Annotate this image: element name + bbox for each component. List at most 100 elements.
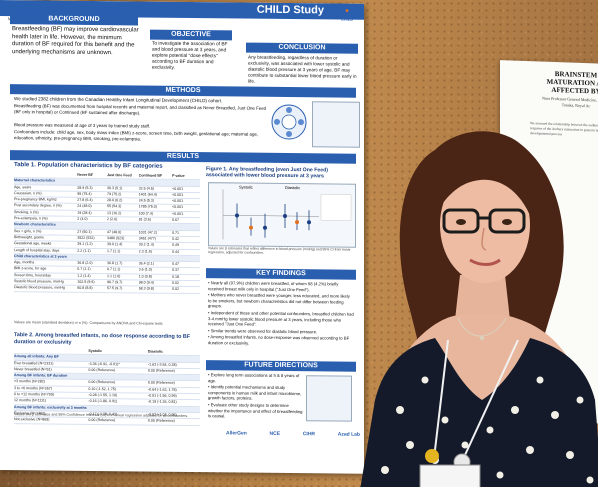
table1-cell: 0.6 (1.0) <box>138 267 152 273</box>
table1-cell: 0.37 <box>172 268 180 273</box>
table1-cell: 30.3 (5.1) <box>106 185 123 190</box>
table1-cell: Birthweight, grams <box>14 235 44 240</box>
table2-cell: -0.28 (-1.55, 1.10) <box>88 393 118 398</box>
figure1-label-systolic: Systolic <box>239 184 253 190</box>
table2-cell <box>148 406 200 412</box>
table1-cell <box>139 255 172 261</box>
table1-cell: Pre-eclampsia, n (%) <box>14 216 48 221</box>
child-logo-text: CHILD <box>340 16 354 22</box>
table2-cell <box>88 374 148 380</box>
table1-cell: 95 (75.4) <box>77 191 92 196</box>
table2-cell: -0.19 (-1.26, 0.81) <box>147 399 177 405</box>
table1-cell: 0.71 <box>172 230 180 235</box>
table1-cell: 1.2 (1.4) <box>77 273 91 278</box>
table1-cell: 0.7 (1.1) <box>77 267 91 272</box>
sponsor-logo: CIHR <box>302 431 316 438</box>
table2-cell: -1.63 (-3.54, 0.28) <box>147 362 177 367</box>
table1-cell <box>77 223 107 229</box>
table1-cell: 2.3 (1.6) <box>138 249 152 254</box>
table1-cell: Smoking, n (%) <box>14 209 39 215</box>
table1-cell: 79 (75.2) <box>106 192 122 197</box>
table1-cell: Systolic blood pressure, mmHg <box>14 279 64 284</box>
table1-cell: Newborn characteristics <box>14 222 56 227</box>
methods-bullet-bf: Breastfeeding (BF) was documented from h… <box>14 103 267 116</box>
table1-cell: 36.8 (2.0) <box>77 260 93 266</box>
table1-cell: <0.001 <box>172 211 184 216</box>
table1-cell: 1.0 (0.8) <box>138 274 152 279</box>
table2-cell: 12 months (N=1111) <box>14 398 47 403</box>
table2-cell: 6 to <12 months (N=709) <box>14 392 54 397</box>
key-finding-item: • Mothers who never breastfed were young… <box>208 292 350 309</box>
table1-cell: 32.6 (4.5) <box>138 186 154 191</box>
presenter-photo <box>360 131 598 487</box>
table1-cell: 27 (50.1) <box>77 229 92 234</box>
table1-cell: Caucasian, n (%) <box>14 191 42 196</box>
future-direction-item: • Identify potential mechanisms and stud… <box>208 384 302 402</box>
table2-cell: 0.00 (Reference) <box>88 418 116 423</box>
table1-row: Diastolic blood pressure, mmHg 60.8 (8.8)… <box>14 285 200 294</box>
table1-cell: 55 (54.3) <box>106 204 122 209</box>
key-findings-list: • Nearly all (97.9%) children were breas… <box>208 280 354 348</box>
table2-cell: 0.00 (Reference) <box>147 381 175 386</box>
table1-cell: Child characteristics at 3 years <box>14 254 67 259</box>
table1-cell: 0.67 <box>172 217 180 222</box>
table2-cell <box>88 406 148 412</box>
background-text: Breastfeeding (BF) may improve cardiovas… <box>12 26 139 56</box>
table1-cell: 36.8 (1.7) <box>106 261 123 266</box>
sponsor-logo: NCE <box>269 430 281 437</box>
table1-cell <box>139 180 172 186</box>
table1-cell: 0.7 (1.1) <box>106 267 121 272</box>
table1-cell: Screen time, hours/day <box>14 272 51 278</box>
poster-title: CHILD Study <box>256 3 324 17</box>
research-poster: CHILD Study CHILD Malcolm R. Sears, and … <box>0 0 364 474</box>
table2-cell: Ever breastfed (N=2331) <box>14 360 54 366</box>
table1-cell <box>139 224 172 230</box>
table1-cell: 47 (48.0) <box>106 229 122 234</box>
methods-bullet-confounders: Confounders include: child age, sex, bod… <box>14 129 259 142</box>
table2-cell: Among BF infants: exclusivity at 3 month… <box>14 404 87 410</box>
table1-cell: 0.18 <box>172 274 180 279</box>
table1-cell: Never BF <box>77 172 94 177</box>
table2-cell: Among all infants: Any BF <box>14 354 59 359</box>
table1-cell: Just One Feed <box>106 173 132 178</box>
table1-cell: 57.5 (9.7) <box>106 286 123 291</box>
table1-cell: 0.02 <box>172 280 180 285</box>
table1-note: Values are mean (standard deviation) or … <box>14 320 164 326</box>
table1: Never BF Just One Feed Continued BF P value… <box>14 172 200 294</box>
table1-cell: Continued BF <box>138 173 163 178</box>
table1-cell: BMI z-score, for age <box>14 266 47 271</box>
table1-cell <box>172 256 200 262</box>
table1-cell: 2.2 (1.1) <box>77 248 91 253</box>
table1-cell: <0.001 <box>172 198 184 204</box>
table2-cell: 0.00 (Reference) <box>88 380 116 385</box>
table2-cell <box>88 355 148 361</box>
table1-cell: <0.001 <box>172 192 184 197</box>
table1-title: Table 1. Population characteristics by B… <box>14 162 163 170</box>
table1-cell: 28.0 (6.2) <box>106 198 123 203</box>
table1-cell <box>14 172 77 178</box>
table1-cell: 81 (3.6) <box>138 217 151 222</box>
table1-cell: 39.0 (1.4) <box>106 242 123 247</box>
table2-cell: <3 months (N=282) <box>14 379 45 384</box>
table1-cell: Sex = girls, n (%) <box>14 228 42 234</box>
table1-cell: Diastolic blood pressure, mmHg <box>14 285 65 291</box>
table1-cell: Age, months <box>14 260 35 265</box>
table2-cell <box>148 356 200 362</box>
conclusion-header: CONCLUSION <box>246 42 358 54</box>
methods-diagram-icon <box>270 103 308 141</box>
table1-cell: 1785 (75.0) <box>138 204 157 210</box>
table2-cell <box>14 348 88 354</box>
table2-cell: 0.00 (Reference) <box>147 368 175 373</box>
objective-text: To investigate the association of BF and… <box>152 41 228 71</box>
figure1-title: Figure 1. Any breastfeeding (even Just O… <box>206 166 329 180</box>
table1-cell: 1.7 (1.1) <box>106 248 121 253</box>
table1-cell: 96.7 (9.7) <box>106 280 123 285</box>
table2-cell: -0.51 (-1.56, 0.99) <box>147 393 177 398</box>
table1-cell <box>172 180 200 186</box>
objective-header: OBJECTIVE <box>150 29 232 41</box>
background-header: BACKGROUND <box>10 14 138 26</box>
table1-cell: 1.1 (1.0) <box>106 273 121 279</box>
table2-cell: 0.00 (Reference) <box>88 367 116 373</box>
table1-cell: 36.4 (2.1) <box>138 261 154 266</box>
